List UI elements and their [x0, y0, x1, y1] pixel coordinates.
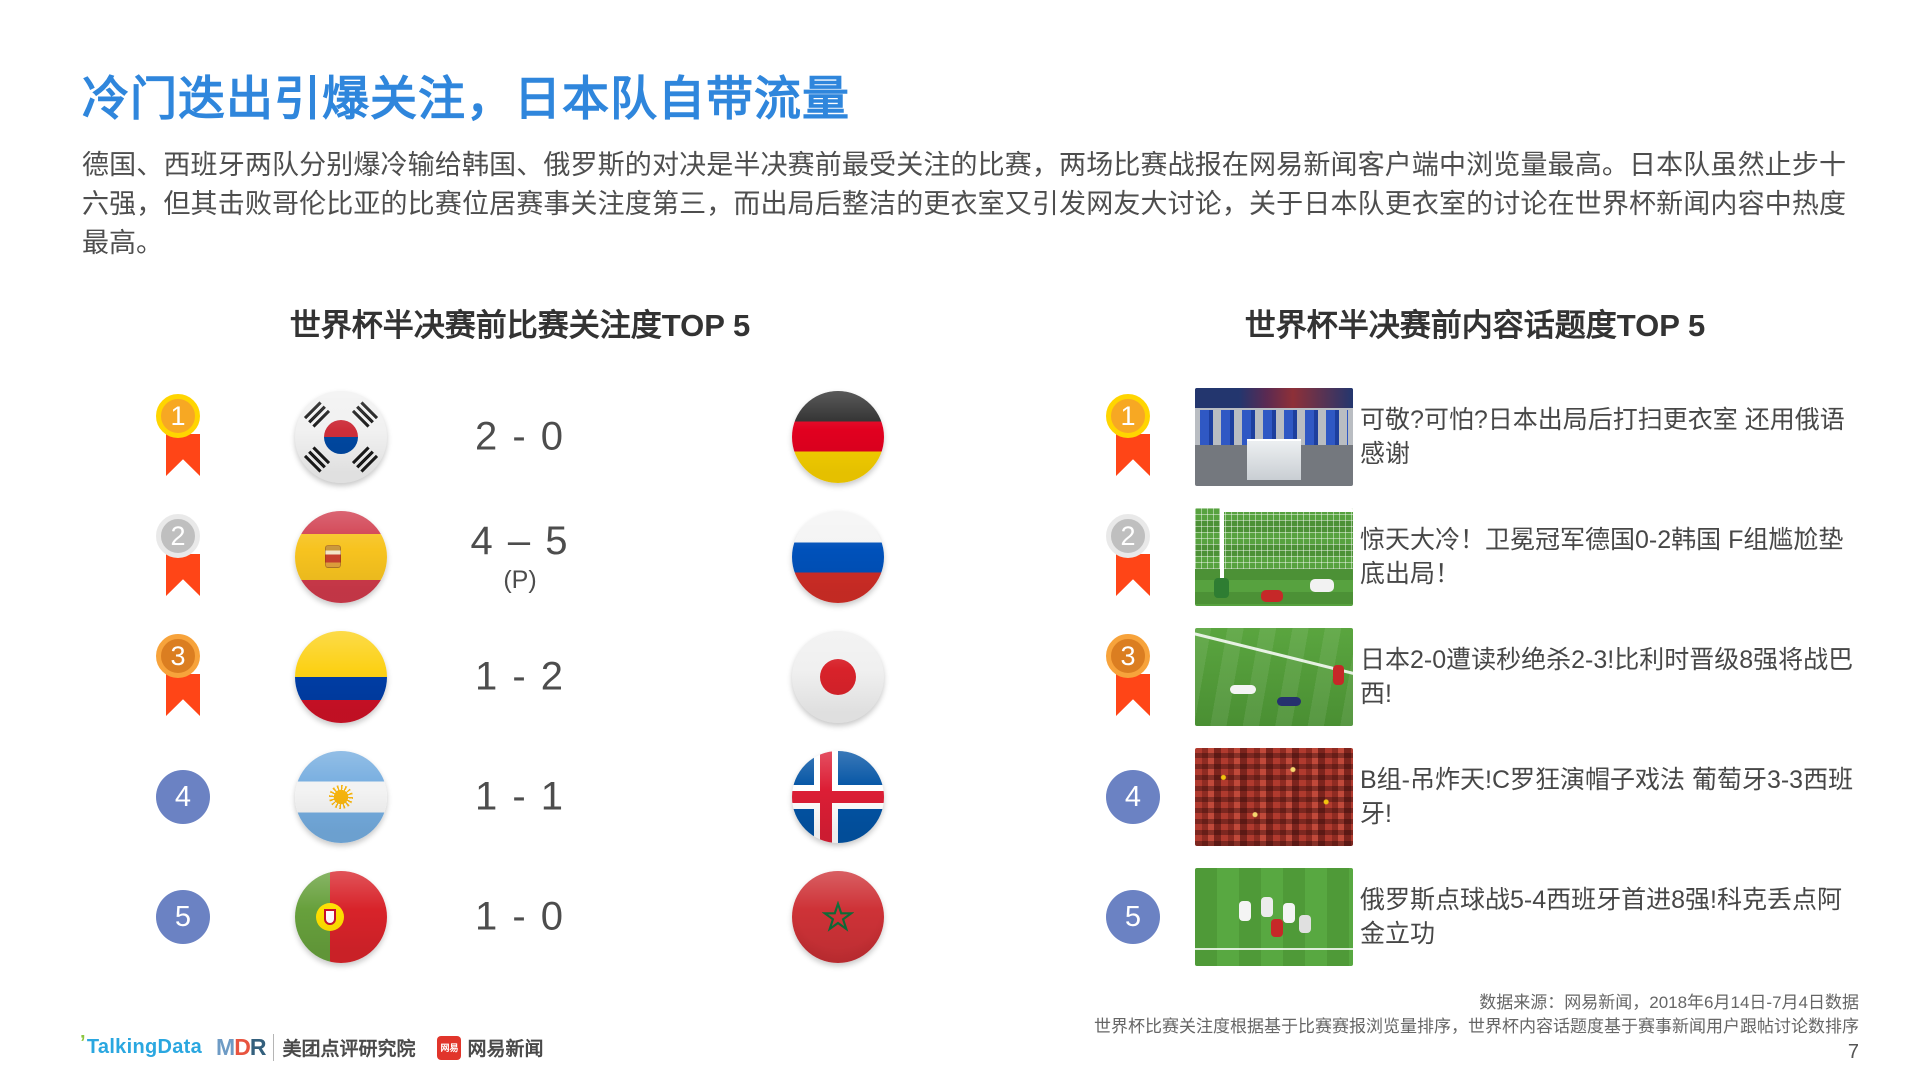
rank-number: 2 [1120, 520, 1136, 551]
rank-number: 1 [170, 400, 186, 431]
mdr-logo: MDR [216, 1034, 266, 1060]
rank-1-gold-medal-icon: 1 [155, 394, 211, 480]
news-headline: 日本2-0遭读秒绝杀2-3!比利时晋级8强将战巴西! [1360, 646, 1854, 708]
match-row-5: 5 1 - 0 [130, 857, 910, 977]
match-score: 4 – 5 [470, 519, 570, 563]
rank-number: 2 [170, 520, 186, 551]
netease-app-icon: 网易 [437, 1035, 462, 1060]
japan-flag-icon [792, 631, 884, 723]
rank-3-bronze-medal-icon: 3 [1105, 634, 1161, 720]
content-topic-title: 世界杯半决赛前内容话题度TOP 5 [1244, 308, 1706, 343]
pentagram-star-icon [822, 901, 854, 932]
news-headline: 可敬?可怕?日本出局后打扫更衣室 还用俄语感谢 [1360, 406, 1845, 468]
news-row-2: 2 惊天大冷！卫冕冠军德国0-2韩国 F组尴尬垫底出局！ [1085, 497, 1865, 617]
penalties-note: (P) [503, 566, 537, 594]
rank-2-silver-medal-icon: 2 [1105, 514, 1161, 600]
rank-4-badge: 4 [1106, 770, 1160, 824]
match-row-1: 1 2 - 0 [130, 377, 910, 497]
spain-flag-icon [295, 511, 387, 603]
news-rows: 1 可敬?可怕?日本出局后打扫更衣室 还用俄语感谢 2 [1085, 377, 1865, 977]
source-line-1: 数据来源：网易新闻，2018年6月14日-7月4日数据 [1479, 993, 1859, 1012]
match-score: 2 - 0 [474, 414, 566, 459]
germany-flag-icon [792, 391, 884, 483]
locker-room-thumbnail [1195, 388, 1353, 486]
russia-flag-icon [792, 511, 884, 603]
medal-ribbon [1116, 674, 1150, 716]
data-source-note: 数据来源：网易新闻，2018年6月14日-7月4日数据 世界杯比赛关注度根据基于… [1094, 991, 1859, 1039]
match-score: 1 - 2 [474, 654, 566, 699]
iceland-flag-icon [792, 751, 884, 843]
footer-logos: TalkingData MDR 美团点评研究院 网易 网易新闻 [80, 1034, 544, 1061]
netease-news-label: 网易新闻 [467, 1039, 544, 1060]
body-paragraph: 德国、西班牙两队分别爆冷输给韩国、俄罗斯的对决是半决赛前最受关注的比赛，两场比赛… [82, 150, 1846, 258]
medal-ribbon [166, 674, 200, 716]
news-row-1: 1 可敬?可怕?日本出局后打扫更衣室 还用俄语感谢 [1085, 377, 1865, 497]
argentina-flag-icon [295, 751, 387, 843]
news-headline: B组-吊炸天!C罗狂演帽子戏法 葡萄牙3-3西班牙! [1360, 766, 1854, 828]
rank-number: 3 [170, 640, 186, 671]
rank-number: 1 [1120, 400, 1136, 431]
page-title: 冷门迭出引爆关注，日本队自带流量 [82, 72, 850, 125]
celebration-thumbnail [1195, 868, 1353, 966]
news-headline: 惊天大冷！卫冕冠军德国0-2韩国 F组尴尬垫底出局！ [1360, 526, 1844, 588]
match-row-3: 3 1 - 2 [130, 617, 910, 737]
news-row-3: 3 日本2-0遭读秒绝杀2-3!比利时晋级8强将战巴西! [1085, 617, 1865, 737]
match-attention-title: 世界杯半决赛前比赛关注度TOP 5 [289, 308, 751, 343]
rank-3-bronze-medal-icon: 3 [155, 634, 211, 720]
goal-scene-thumbnail [1195, 508, 1353, 606]
crowd-thumbnail [1195, 748, 1353, 846]
match-row-4: 4 1 - 1 [130, 737, 910, 857]
rank-2-silver-medal-icon: 2 [155, 514, 211, 600]
rank-4-badge: 4 [156, 770, 210, 824]
content-topic-panel: 世界杯半决赛前内容话题度TOP 5 1 可敬?可怕?日本出局后打扫更衣室 还用俄… [1085, 300, 1865, 977]
rank-1-gold-medal-icon: 1 [1105, 394, 1161, 480]
source-line-2: 世界杯比赛关注度根据基于比赛赛报浏览量排序，世界杯内容话题度基于赛事新闻用户跟帖… [1094, 1017, 1859, 1036]
news-row-4: 4 B组-吊炸天!C罗狂演帽子戏法 葡萄牙3-3西班牙! [1085, 737, 1865, 857]
news-row-5: 5 俄罗斯点球战5-4西班牙首进8强!科克丢点阿金立功 [1085, 857, 1865, 977]
news-headline: 俄罗斯点球战5-4西班牙首进8强!科克丢点阿金立功 [1360, 886, 1842, 948]
colombia-flag-icon [295, 631, 387, 723]
morocco-flag-icon [792, 871, 884, 963]
match-score: 1 - 0 [474, 894, 566, 939]
pitch-players-thumbnail [1195, 628, 1353, 726]
page-number: 7 [1847, 1041, 1859, 1063]
portugal-flag-icon [295, 871, 387, 963]
medal-ribbon [1116, 434, 1150, 476]
match-row-2: 2 4 – 5 (P) [130, 497, 910, 617]
match-score: 1 - 1 [474, 774, 566, 819]
rank-number: 3 [1120, 640, 1136, 671]
medal-ribbon [166, 554, 200, 596]
meituan-dianping-institute-label: 美团点评研究院 [273, 1034, 415, 1061]
south-korea-flag-icon [295, 391, 387, 483]
talkingdata-logo: TalkingData [80, 1036, 202, 1059]
rank-5-badge: 5 [1106, 890, 1160, 944]
match-rows: 1 2 - 0 [130, 377, 910, 977]
medal-ribbon [1116, 554, 1150, 596]
medal-ribbon [166, 434, 200, 476]
match-attention-panel: 世界杯半决赛前比赛关注度TOP 5 1 2 - [130, 300, 910, 977]
rank-5-badge: 5 [156, 890, 210, 944]
